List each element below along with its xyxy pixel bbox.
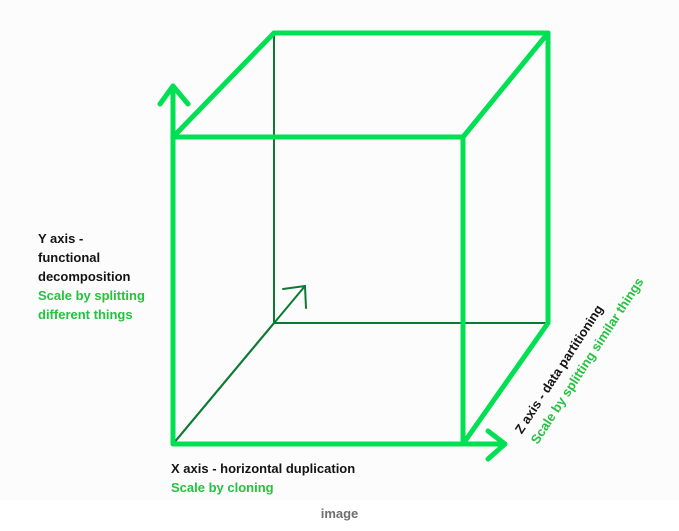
y-axis-arrow-head bbox=[157, 83, 191, 107]
figure-background bbox=[0, 0, 679, 500]
x-axis-arrow-head bbox=[485, 428, 508, 462]
x-axis-subtitle: Scale by cloning bbox=[171, 480, 274, 495]
y-axis-title-line: Y axis - bbox=[38, 231, 84, 246]
y-axis-subtitle-line: different things bbox=[38, 307, 133, 322]
scale-cube-diagram bbox=[157, 30, 551, 462]
cube-bottom-right-edge bbox=[460, 320, 551, 447]
x-axis-title: X axis - horizontal duplication bbox=[171, 461, 356, 476]
y-axis-title-line: decomposition bbox=[38, 269, 131, 284]
y-axis-subtitle-line: Scale by splitting bbox=[38, 288, 145, 303]
inner-diagonal-arrow-head bbox=[282, 284, 307, 309]
x-axis-label: X axis - horizontal duplication Scale by… bbox=[171, 459, 355, 497]
cube-top-left-edge bbox=[170, 30, 277, 140]
cube-front-face bbox=[170, 134, 466, 447]
image-caption: image bbox=[320, 506, 359, 521]
y-axis-title-line: functional bbox=[38, 250, 101, 265]
y-axis-label: Y axis - functional decomposition Scale … bbox=[38, 229, 145, 324]
cube-top-right-edge bbox=[460, 30, 551, 140]
inner-diagonal-arrow-shaft bbox=[172, 285, 306, 445]
